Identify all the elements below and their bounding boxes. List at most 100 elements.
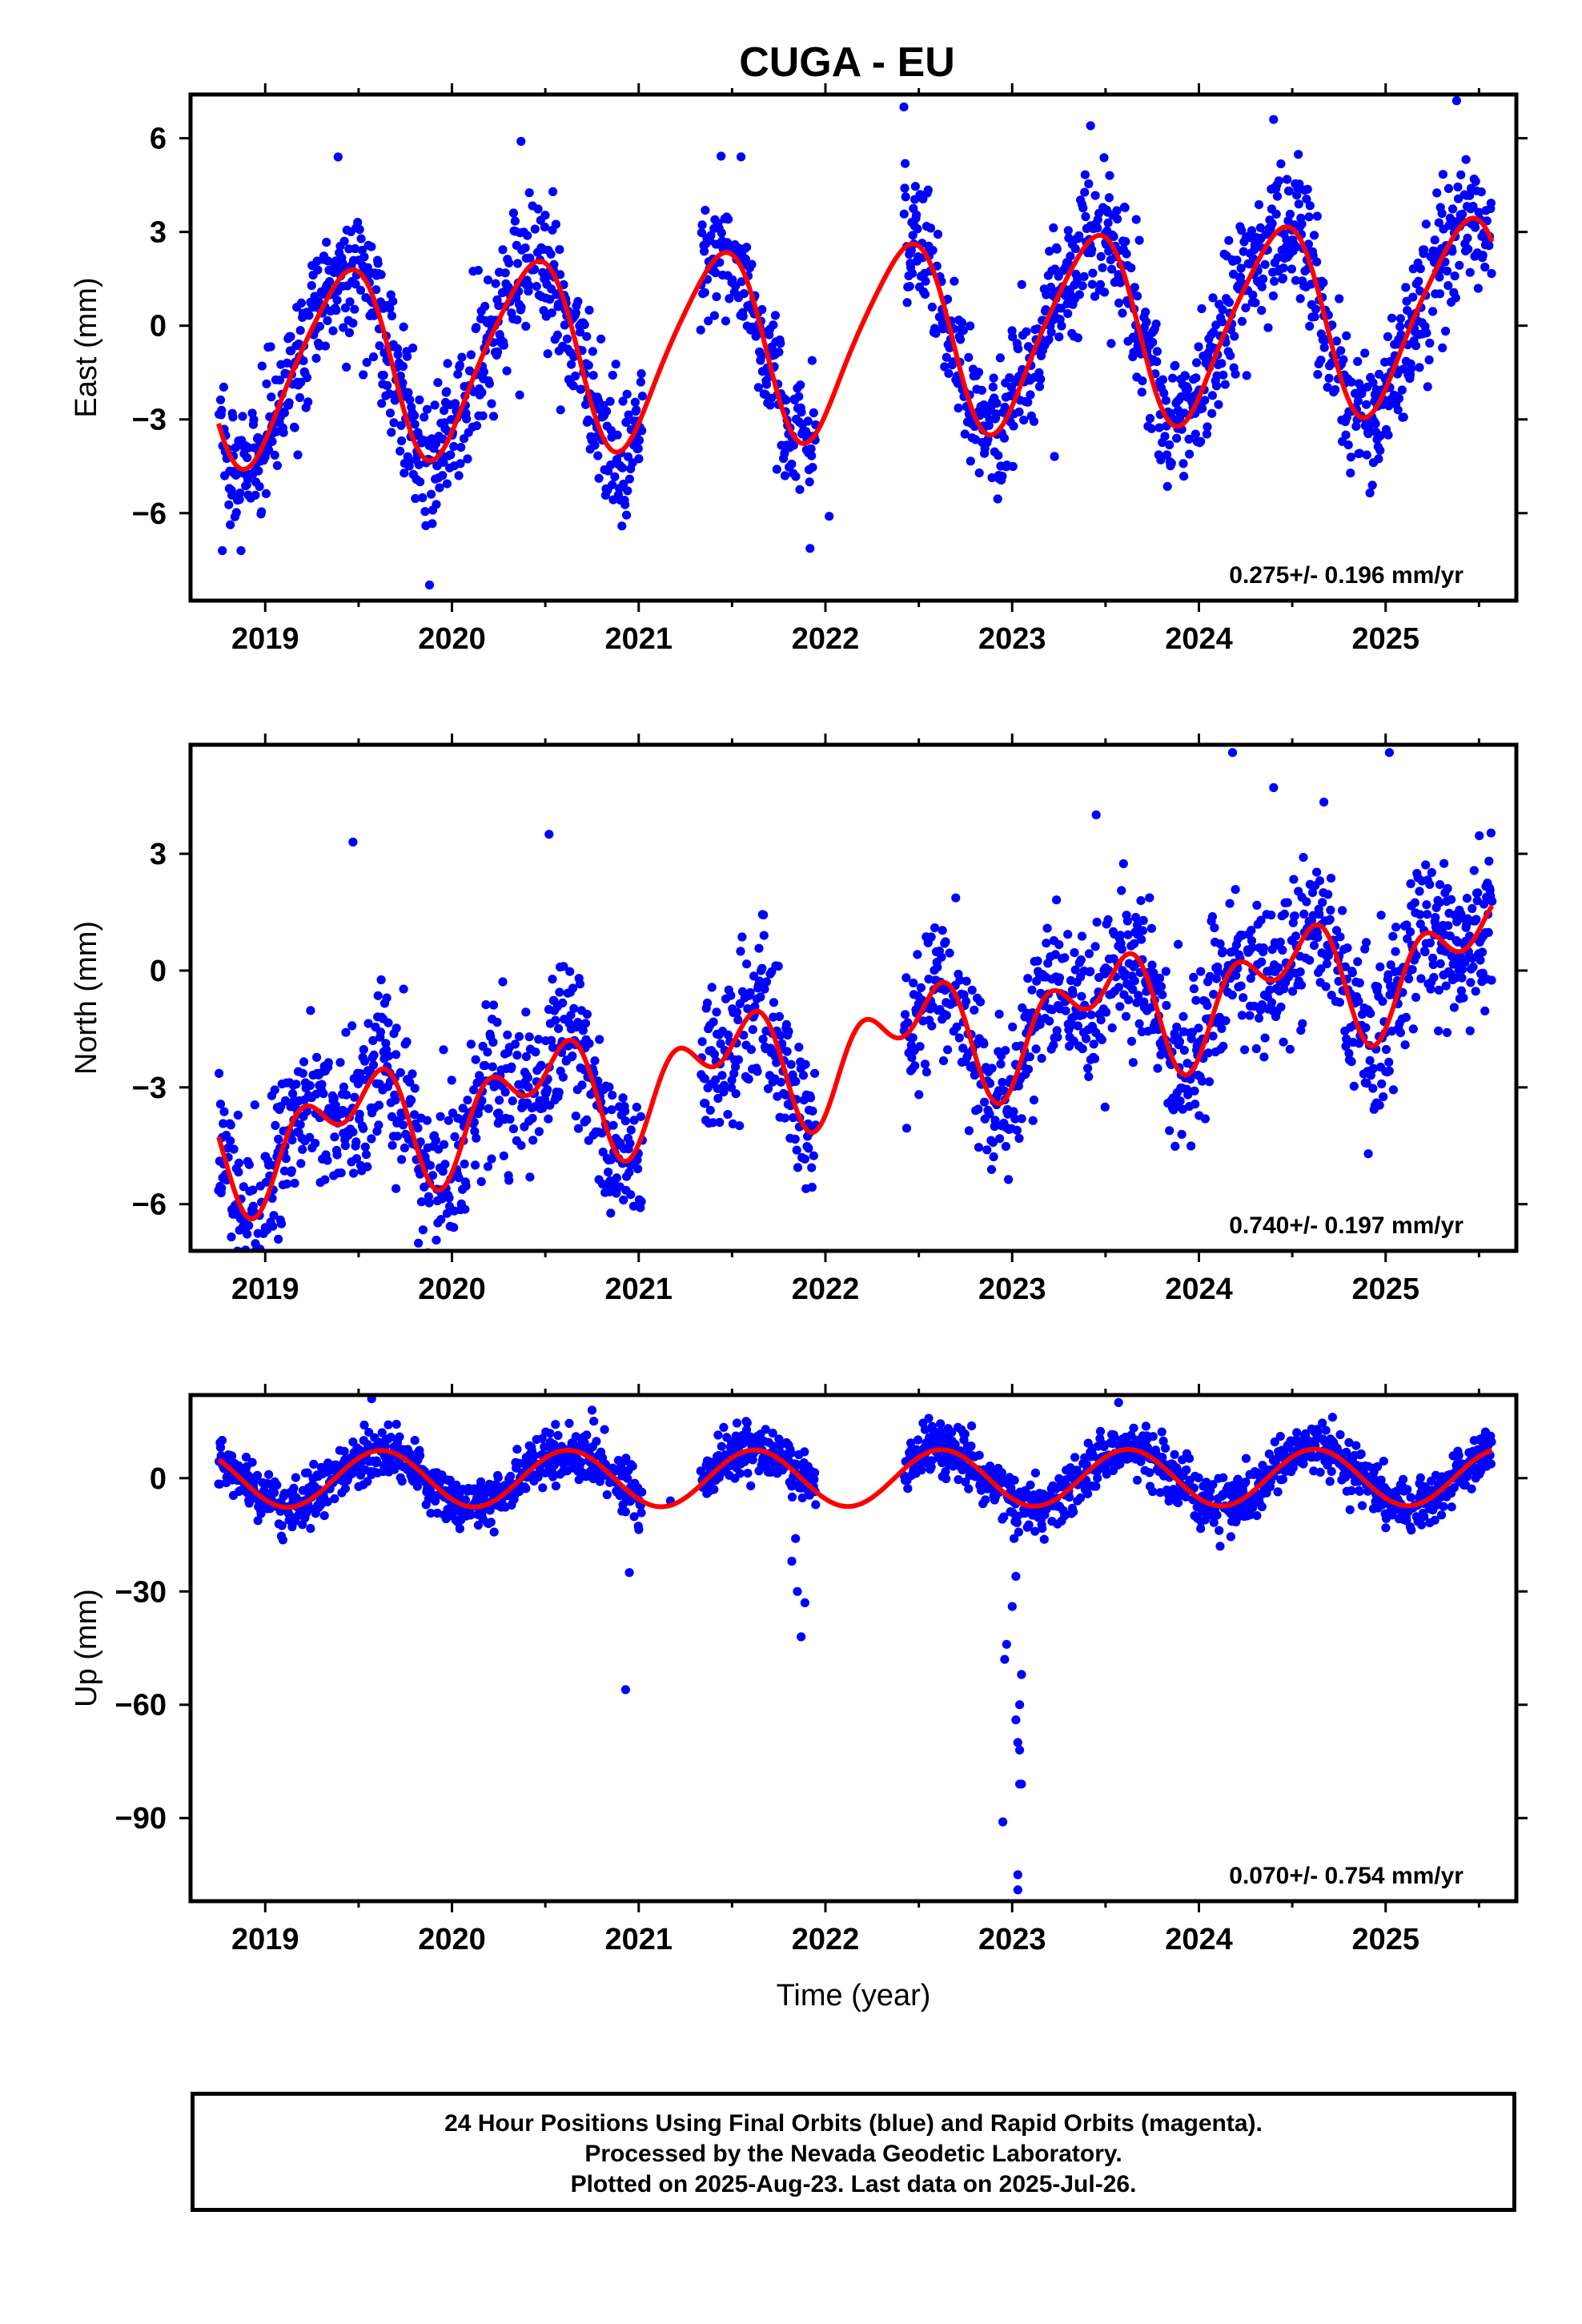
data-point (438, 1167, 448, 1176)
data-point (571, 371, 580, 381)
data-point (997, 1468, 1006, 1478)
data-point (368, 352, 379, 362)
data-point (1197, 304, 1207, 314)
data-point (943, 1045, 953, 1055)
data-point (602, 1490, 612, 1500)
data-point (1445, 931, 1455, 941)
data-point (1082, 1034, 1091, 1043)
data-point (1117, 944, 1126, 954)
x-tick-label: 2022 (792, 1273, 860, 1306)
data-point (1471, 223, 1480, 232)
data-point (332, 1150, 342, 1160)
y-tick-label: −3 (132, 404, 167, 437)
data-point (1128, 1058, 1138, 1068)
data-point (1406, 879, 1415, 889)
data-point (607, 1105, 616, 1115)
data-point (500, 1088, 510, 1097)
data-point (360, 1056, 370, 1066)
data-point (303, 1468, 312, 1478)
data-point (219, 1119, 228, 1128)
data-point (1415, 887, 1424, 896)
data-point (1177, 1129, 1186, 1140)
data-point (709, 1049, 720, 1059)
data-point (442, 1208, 452, 1218)
data-point (553, 1430, 563, 1441)
data-point (632, 1102, 641, 1112)
data-point (961, 1478, 970, 1487)
data-point (1283, 972, 1294, 982)
data-point (1473, 888, 1483, 898)
data-point (525, 1172, 535, 1182)
data-point (916, 983, 926, 992)
y-tick-label: 0 (150, 955, 167, 988)
data-point (1303, 184, 1312, 194)
data-point (435, 1253, 444, 1262)
data-point (606, 1208, 616, 1218)
data-point (1008, 332, 1018, 342)
data-point (920, 1425, 930, 1434)
data-point (1408, 292, 1418, 302)
data-point (927, 1021, 937, 1031)
data-point (1078, 1044, 1087, 1054)
data-point (344, 328, 355, 338)
data-point (397, 1155, 407, 1164)
data-point (746, 1045, 757, 1055)
data-point (475, 1071, 484, 1080)
data-point (1161, 396, 1170, 405)
x-tick-label: 2022 (792, 622, 860, 656)
data-point (988, 382, 998, 392)
data-point (910, 1061, 920, 1071)
data-point (410, 1084, 420, 1093)
y-tick-label: −3 (132, 1072, 167, 1105)
data-point (319, 1089, 328, 1099)
data-point (243, 1229, 252, 1239)
data-point (776, 1031, 785, 1040)
data-point (363, 263, 372, 272)
data-point (1254, 1013, 1264, 1023)
data-point (250, 1100, 259, 1110)
data-point (1196, 967, 1206, 976)
data-point (626, 1190, 636, 1200)
data-point (580, 320, 589, 329)
data-point (1419, 245, 1429, 255)
data-point (1231, 971, 1241, 980)
data-point (400, 468, 409, 478)
data-point (243, 1261, 251, 1269)
data-point (398, 378, 408, 388)
data-point (1104, 193, 1114, 203)
data-point (1054, 940, 1064, 950)
outlier-point (424, 580, 435, 590)
data-point (1087, 245, 1097, 255)
data-point (1083, 1063, 1093, 1073)
data-point (477, 1096, 487, 1106)
data-point (746, 1481, 756, 1490)
data-point (1425, 338, 1435, 348)
data-point (903, 1484, 913, 1494)
data-point (958, 326, 968, 336)
data-point (296, 298, 306, 308)
data-point (507, 1062, 516, 1072)
data-point (376, 270, 386, 279)
data-point (994, 1009, 1004, 1019)
data-point (396, 420, 406, 430)
data-point (1396, 330, 1406, 340)
data-point (807, 1182, 817, 1192)
data-point (1146, 424, 1156, 433)
data-point (938, 1056, 949, 1066)
data-point (299, 1057, 309, 1067)
data-point (1415, 910, 1425, 919)
data-point (530, 224, 540, 234)
data-point (524, 188, 534, 198)
data-point (1410, 898, 1419, 907)
data-point (732, 1418, 742, 1428)
data-point (724, 1030, 733, 1039)
data-point (1486, 828, 1496, 838)
data-point (1339, 355, 1348, 364)
data-point (1145, 1468, 1154, 1478)
data-point (359, 1045, 368, 1055)
data-point (954, 1475, 963, 1485)
data-point (713, 1093, 723, 1104)
data-point (742, 1418, 752, 1428)
data-point (1316, 356, 1326, 365)
